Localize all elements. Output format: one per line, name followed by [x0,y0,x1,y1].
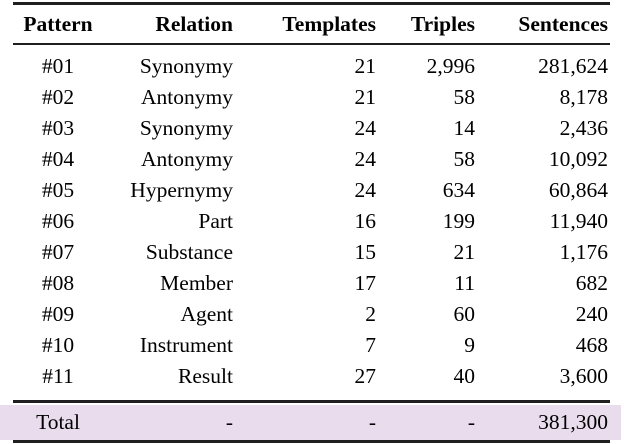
cell: 60,864 [548,177,608,202]
total-templates-dash: - [368,409,376,434]
cell: 16 [354,208,377,233]
cell: #10 [41,332,75,357]
cell: 2 [365,301,376,326]
cell: Agent [180,301,233,326]
cell: 10,092 [548,146,608,171]
pre-total-rule [13,399,610,403]
cell: #04 [41,146,75,171]
cell: 634 [442,177,475,202]
cell: #06 [41,208,75,233]
column-header-sentences: Sentences [518,11,608,36]
column-header-templates: Templates [282,11,376,36]
total-label: Total [36,409,80,434]
cell: Part [198,208,233,233]
cell: 468 [575,332,608,357]
header-rule [13,43,610,45]
cell: 7 [365,332,376,357]
cell: 3,600 [559,363,608,388]
table-row: #11 Result 27 40 3,600 [0,361,624,392]
top-rule [13,2,610,5]
cell: 27 [354,363,377,388]
total-triples-dash: - [467,409,475,434]
cell: Antonymy [141,84,233,109]
cell: Member [160,270,233,295]
table-row: #10 Instrument 7 9 468 [0,330,624,361]
cell: 21 [354,84,377,109]
cell: 11 [454,270,475,295]
cell: 60 [453,301,476,326]
table-row: #04 Antonymy 24 58 10,092 [0,144,624,175]
cell: 21 [354,53,377,78]
column-header-triples: Triples [410,11,475,36]
cell: 15 [354,239,377,264]
table-row: #08 Member 17 11 682 [0,268,624,299]
total-row: Total - - - 381,300 [0,404,621,440]
cell: 682 [575,270,608,295]
cell: 58 [453,84,476,109]
table-row: #05 Hypernymy 24 634 60,864 [0,175,624,206]
bottom-rule [13,439,610,443]
cell: Result [178,363,233,388]
cell: Synonymy [139,53,233,78]
cell: Hypernymy [130,177,233,202]
cell: 281,624 [538,53,608,78]
cell: 24 [354,177,377,202]
cell: #03 [41,115,75,140]
cell: 8,178 [559,84,608,109]
table-row: #07 Substance 15 21 1,176 [0,237,624,268]
cell: Antonymy [141,146,233,171]
cell: Synonymy [139,115,233,140]
cell: Instrument [139,332,233,357]
column-header-relation: Relation [155,11,233,36]
table-row: #09 Agent 2 60 240 [0,299,624,330]
cell: 24 [354,115,377,140]
cell: #11 [42,363,74,388]
cell: #08 [41,270,75,295]
table-row: #02 Antonymy 21 58 8,178 [0,82,624,113]
cell: 24 [354,146,377,171]
cell: Substance [145,239,233,264]
cell: 1,176 [559,239,608,264]
cell: 21 [453,239,476,264]
table-row: #01 Synonymy 21 2,996 281,624 [0,51,624,82]
cell: 199 [442,208,475,233]
cell: #09 [41,301,75,326]
table-header-row: Pattern Relation Templates Triples Sente… [0,5,624,43]
cell: 240 [575,301,608,326]
cell: #02 [41,84,75,109]
cell: #05 [41,177,75,202]
total-relation-dash: - [225,409,233,434]
cell: 2,996 [426,53,475,78]
cell: 58 [453,146,476,171]
cell: #07 [41,239,75,264]
table-body: #01 Synonymy 21 2,996 281,624 #02 Antonymy 21 58… [0,45,624,400]
cell: 11,940 [549,208,608,233]
total-sentences-value: 381,300 [538,409,608,434]
cell: 9 [464,332,475,357]
table-row: #03 Synonymy 24 14 2,436 [0,113,624,144]
cell: 40 [453,363,476,388]
cell: #01 [41,53,75,78]
cell: 14 [453,115,476,140]
cell: 17 [354,270,377,295]
column-header-pattern: Pattern [23,11,93,36]
cell: 2,436 [559,115,608,140]
table-row: #06 Part 16 199 11,940 [0,206,624,237]
